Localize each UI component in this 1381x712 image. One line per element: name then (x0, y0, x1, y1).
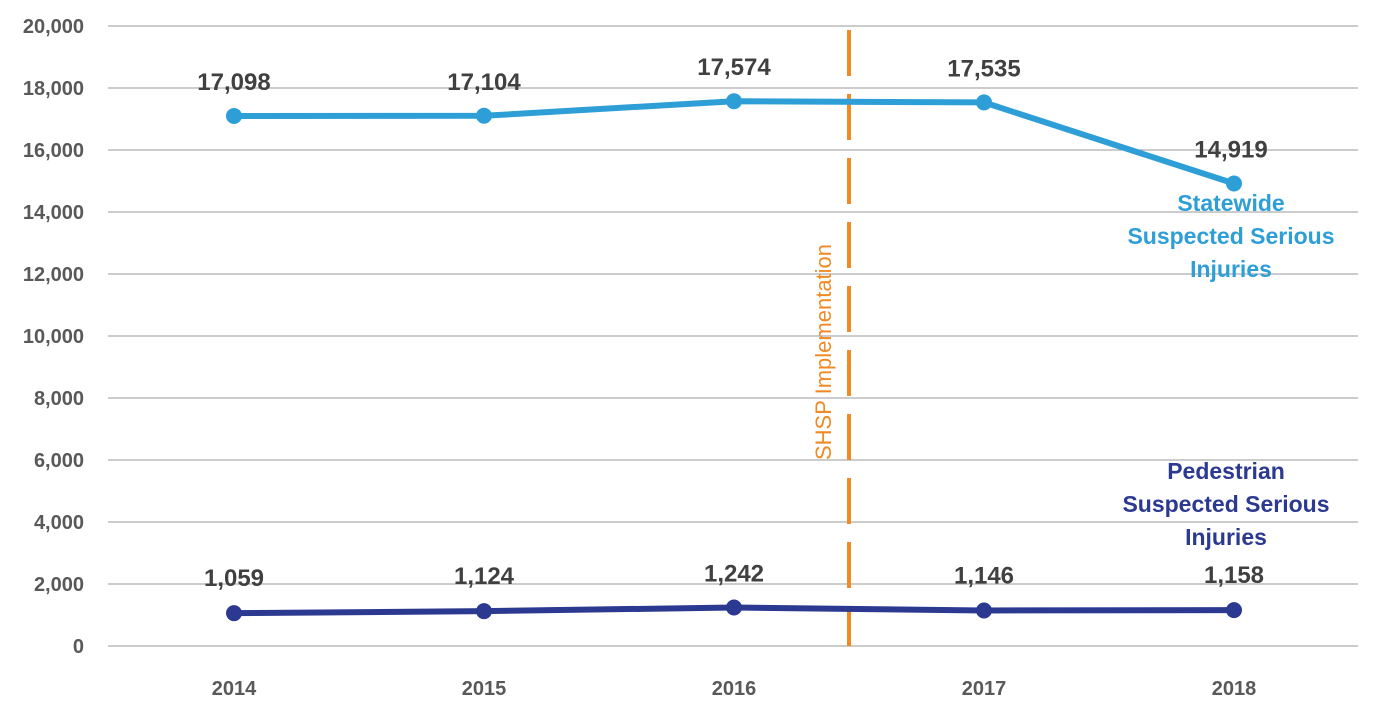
pedestrian-data-label: 1,146 (954, 562, 1014, 589)
pedestrian-data-label: 1,158 (1204, 562, 1264, 589)
shsp-implementation-label: SHSP Implementation (811, 244, 836, 460)
y-tick-label: 6,000 (34, 450, 84, 472)
pedestrian-point (226, 605, 242, 622)
pedestrian-data-label: 1,124 (454, 563, 515, 590)
pedestrian-point (476, 603, 492, 620)
x-tick-label: 2014 (212, 678, 257, 700)
statewide-data-label: 17,104 (447, 69, 521, 96)
y-tick-label: 8,000 (34, 388, 84, 410)
y-tick-label: 2,000 (34, 574, 84, 596)
x-axis-ticks: 2014 2015 2016 2017 2018 (212, 678, 1257, 700)
x-tick-label: 2018 (1212, 678, 1257, 700)
x-tick-label: 2017 (962, 678, 1007, 700)
y-tick-label: 20,000 (23, 16, 84, 38)
shsp-annotation: SHSP Implementation (811, 30, 851, 646)
statewide-point (726, 93, 742, 110)
series-names: Statewide Suspected Serious Injuries Pedest… (1122, 190, 1334, 550)
y-tick-label: 18,000 (23, 78, 84, 100)
pedestrian-series-name: Pedestrian (1167, 458, 1285, 484)
statewide-series-name: Suspected Serious (1127, 223, 1334, 249)
pedestrian-point (1226, 602, 1242, 619)
y-tick-label: 4,000 (34, 512, 84, 534)
x-tick-label: 2016 (712, 678, 757, 700)
series-lines (226, 93, 1242, 622)
y-tick-label: 10,000 (23, 326, 84, 348)
statewide-data-label: 17,098 (197, 69, 270, 96)
statewide-series-name: Injuries (1190, 256, 1272, 282)
data-labels: 17,098 17,104 17,574 17,535 14,919 1,059 1,124… (197, 54, 1267, 592)
statewide-data-label: 17,574 (697, 54, 771, 81)
statewide-point (226, 107, 242, 124)
statewide-series-name: Statewide (1177, 190, 1284, 216)
statewide-point (476, 107, 492, 124)
y-tick-label: 12,000 (23, 264, 84, 286)
gridlines (108, 25, 1358, 647)
pedestrian-data-label: 1,242 (704, 560, 764, 587)
pedestrian-data-label: 1,059 (204, 565, 264, 592)
statewide-data-label: 14,919 (1194, 137, 1267, 164)
x-tick-label: 2015 (462, 678, 507, 700)
statewide-data-label: 17,535 (947, 55, 1020, 82)
y-axis-ticks: 0 2,000 4,000 6,000 8,000 10,000 12,000 14,000 1… (23, 16, 84, 658)
y-tick-label: 16,000 (23, 140, 84, 162)
statewide-line (233, 98, 1235, 187)
y-tick-label: 14,000 (23, 202, 84, 224)
pedestrian-series-name: Injuries (1185, 524, 1267, 550)
pedestrian-series-name: Suspected Serious (1122, 491, 1329, 517)
pedestrian-point (726, 599, 742, 616)
statewide-point (976, 94, 992, 111)
y-tick-label: 0 (73, 636, 84, 658)
pedestrian-point (976, 602, 992, 619)
statewide-point (1226, 175, 1242, 192)
